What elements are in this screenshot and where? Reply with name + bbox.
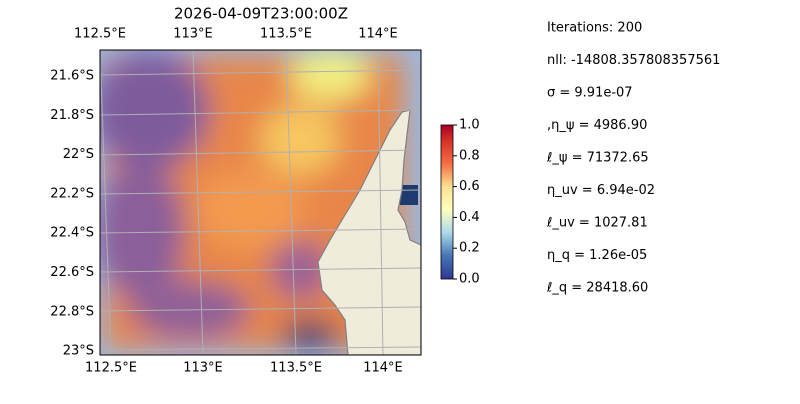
info-line: η_uv = 6.94e-02: [547, 183, 655, 198]
info-line: ℓ_q = 28418.60: [546, 281, 648, 296]
colorbar-tick-label: 1.0: [459, 118, 480, 133]
info-line: ,η_ψ = 4986.90: [547, 118, 647, 133]
lat-label: 22.6°S: [50, 265, 94, 280]
lat-label: 22.2°S: [50, 186, 94, 201]
lon-label: 113.5°E: [260, 27, 312, 42]
colorbar-tick-label: 0.2: [459, 241, 480, 256]
colorbar-tick-label: 0.0: [459, 272, 480, 287]
info-line: ℓ_ψ = 71372.65: [546, 151, 649, 166]
map-title: 2026-04-09T23:00:00Z: [174, 5, 348, 23]
colorbar-tick-label: 0.6: [459, 179, 480, 194]
lat-label: 23°S: [63, 344, 94, 359]
colorbar: [440, 124, 454, 280]
lat-label: 22.8°S: [50, 304, 94, 319]
colorbar-tick-label: 0.4: [459, 210, 480, 225]
map: [100, 50, 421, 355]
lat-label: 21.6°S: [50, 69, 94, 84]
lat-label: 22°S: [63, 147, 94, 162]
info-line: σ = 9.91e-07: [547, 86, 633, 101]
lon-label: 112.5°E: [74, 27, 126, 42]
lon-label: 114°E: [358, 27, 398, 42]
info-line: Iterations: 200: [547, 21, 642, 36]
lon-label: 112.5°E: [85, 361, 137, 376]
lat-label: 22.4°S: [50, 226, 94, 241]
info-line: ℓ_uv = 1027.81: [546, 216, 648, 231]
lon-label: 113°E: [173, 27, 213, 42]
lon-label: 113.5°E: [270, 361, 322, 376]
colorbar-tick-label: 0.8: [459, 148, 480, 163]
lon-label: 114°E: [363, 361, 403, 376]
land: [317, 109, 421, 355]
info-line: η_q = 1.26e-05: [547, 248, 647, 263]
lat-label: 21.8°S: [50, 108, 94, 123]
info-line: nll: -14808.357808357561: [547, 53, 720, 68]
map-frame: [99, 49, 422, 356]
lon-label: 113°E: [183, 361, 223, 376]
graticule: [100, 50, 421, 355]
